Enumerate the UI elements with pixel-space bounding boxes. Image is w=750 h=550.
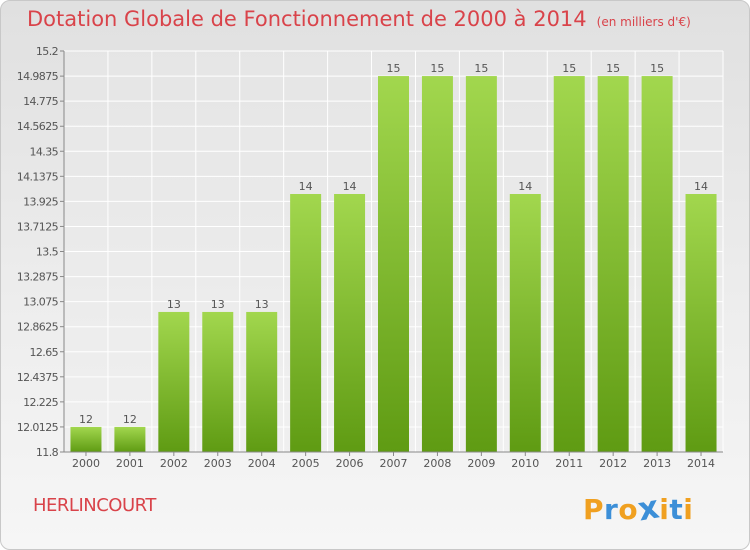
bar-2009 <box>465 76 497 452</box>
y-tick-label: 14.35 <box>30 145 59 158</box>
data-label-2013: 15 <box>650 62 664 75</box>
bar-2002 <box>158 311 190 452</box>
bar-2010 <box>509 194 541 453</box>
x-tick-label: 2011 <box>555 457 583 470</box>
x-tick-label: 2014 <box>687 457 715 470</box>
data-label-2010: 14 <box>518 180 532 193</box>
y-tick-label: 14.775 <box>23 95 58 108</box>
bar-2005 <box>290 194 322 453</box>
x-tick-label: 2006 <box>336 457 364 470</box>
bar-2012 <box>597 76 629 452</box>
y-tick-label: 14.9875 <box>17 70 59 83</box>
y-tick-label: 13.7125 <box>17 220 59 233</box>
data-label-2011: 15 <box>562 62 576 75</box>
y-tick-label: 12.225 <box>23 396 58 409</box>
y-tick-label: 12.0125 <box>17 421 59 434</box>
y-tick-label: 13.075 <box>23 296 58 309</box>
x-tick-label: 2007 <box>380 457 408 470</box>
x-tick-label: 2002 <box>160 457 188 470</box>
axes: 15.2 14.9875 14.775 14.5625 14.35 14.1375 13.9… <box>17 45 723 470</box>
bar-2001 <box>114 426 146 452</box>
bar-2011 <box>553 76 585 452</box>
y-tick-label: 11.8 <box>36 446 59 459</box>
town-name: HERLINCOURT <box>33 495 156 516</box>
y-tick-label: 14.5625 <box>17 120 59 133</box>
proxiti-logo[interactable]: Proxiti <box>583 487 694 528</box>
bar-2014 <box>685 194 717 453</box>
logo-letter: t <box>669 493 684 526</box>
chart-title-text: Dotation Globale de Fonctionnement de 20… <box>27 7 587 31</box>
x-tick-label: 2003 <box>204 457 232 470</box>
bar-2000 <box>70 426 102 452</box>
logo-letter: r <box>604 493 619 526</box>
data-label-2007: 15 <box>387 62 401 75</box>
data-label-2000: 12 <box>79 413 93 426</box>
data-label-2004: 13 <box>255 298 269 311</box>
bar-2004 <box>246 311 278 452</box>
data-label-2012: 15 <box>606 62 620 75</box>
y-tick-label: 14.1375 <box>17 170 59 183</box>
logo-letter: P <box>583 493 605 526</box>
bar-2013 <box>641 76 673 452</box>
x-tick-label: 2001 <box>116 457 144 470</box>
x-tick-label: 2008 <box>423 457 451 470</box>
x-tick-label: 2005 <box>292 457 320 470</box>
data-label-2006: 14 <box>343 180 357 193</box>
data-label-2003: 13 <box>211 298 225 311</box>
bar-2008 <box>421 76 453 452</box>
y-tick-label: 13.925 <box>23 195 58 208</box>
bar-2006 <box>334 194 366 453</box>
y-tick-label: 12.65 <box>30 346 59 359</box>
x-tick-label: 2012 <box>599 457 627 470</box>
x-tick-label: 2010 <box>511 457 539 470</box>
x-tick-label: 2013 <box>643 457 671 470</box>
data-label-2001: 12 <box>123 413 137 426</box>
data-label-2014: 14 <box>694 180 708 193</box>
logo-letter: i <box>683 493 694 526</box>
bar-2007 <box>378 76 409 452</box>
y-tick-label: 13.5 <box>36 246 59 259</box>
bar-2003 <box>202 311 234 452</box>
chart-subtitle: (en milliers d'€) <box>596 15 691 29</box>
chart-title: Dotation Globale de Fonctionnement de 20… <box>27 7 691 31</box>
logo-letter: o <box>618 493 639 526</box>
y-tick-label: 15.2 <box>36 45 58 58</box>
x-tick-label: 2009 <box>467 457 495 470</box>
bars: 12 12 13 13 13 14 14 15 15 15 14 15 15 15 14 <box>70 62 717 453</box>
logo-letter: i <box>659 493 670 526</box>
y-tick-label: 12.8625 <box>17 321 59 334</box>
data-label-2005: 14 <box>299 180 313 193</box>
data-label-2008: 15 <box>430 62 444 75</box>
y-tick-label: 13.2875 <box>17 271 59 284</box>
data-label-2009: 15 <box>474 62 488 75</box>
y-tick-label: 12.4375 <box>17 371 59 384</box>
x-tick-label: 2004 <box>248 457 276 470</box>
x-tick-label: 2000 <box>72 457 100 470</box>
data-label-2002: 13 <box>167 298 181 311</box>
